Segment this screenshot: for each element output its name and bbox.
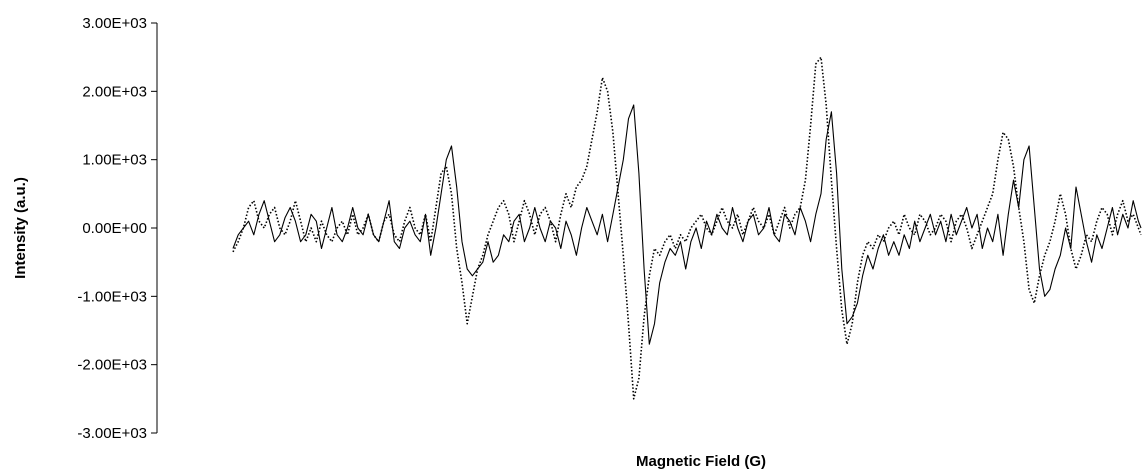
plot-area — [232, 56, 1142, 400]
y-tick-label: -3.00E+03 — [77, 425, 147, 442]
series-line-dotted — [232, 56, 1142, 400]
series-line-solid — [232, 104, 1142, 345]
y-tick-label: -2.00E+03 — [77, 357, 147, 374]
y-axis-title: Intensity (a.u.) — [12, 177, 29, 279]
y-tick-label: 0.00E+00 — [82, 220, 147, 237]
y-tick-label: 2.00E+03 — [82, 83, 147, 100]
y-tick-label: 3.00E+03 — [82, 15, 147, 32]
y-tick-label: 1.00E+03 — [82, 152, 147, 169]
y-axis: 3.00E+03 2.00E+03 1.00E+03 0.00E+00 -1.00E+0… — [77, 15, 158, 442]
x-axis-title: Magnetic Field (G) — [636, 453, 766, 470]
y-tick-label: -1.00E+03 — [77, 288, 147, 305]
